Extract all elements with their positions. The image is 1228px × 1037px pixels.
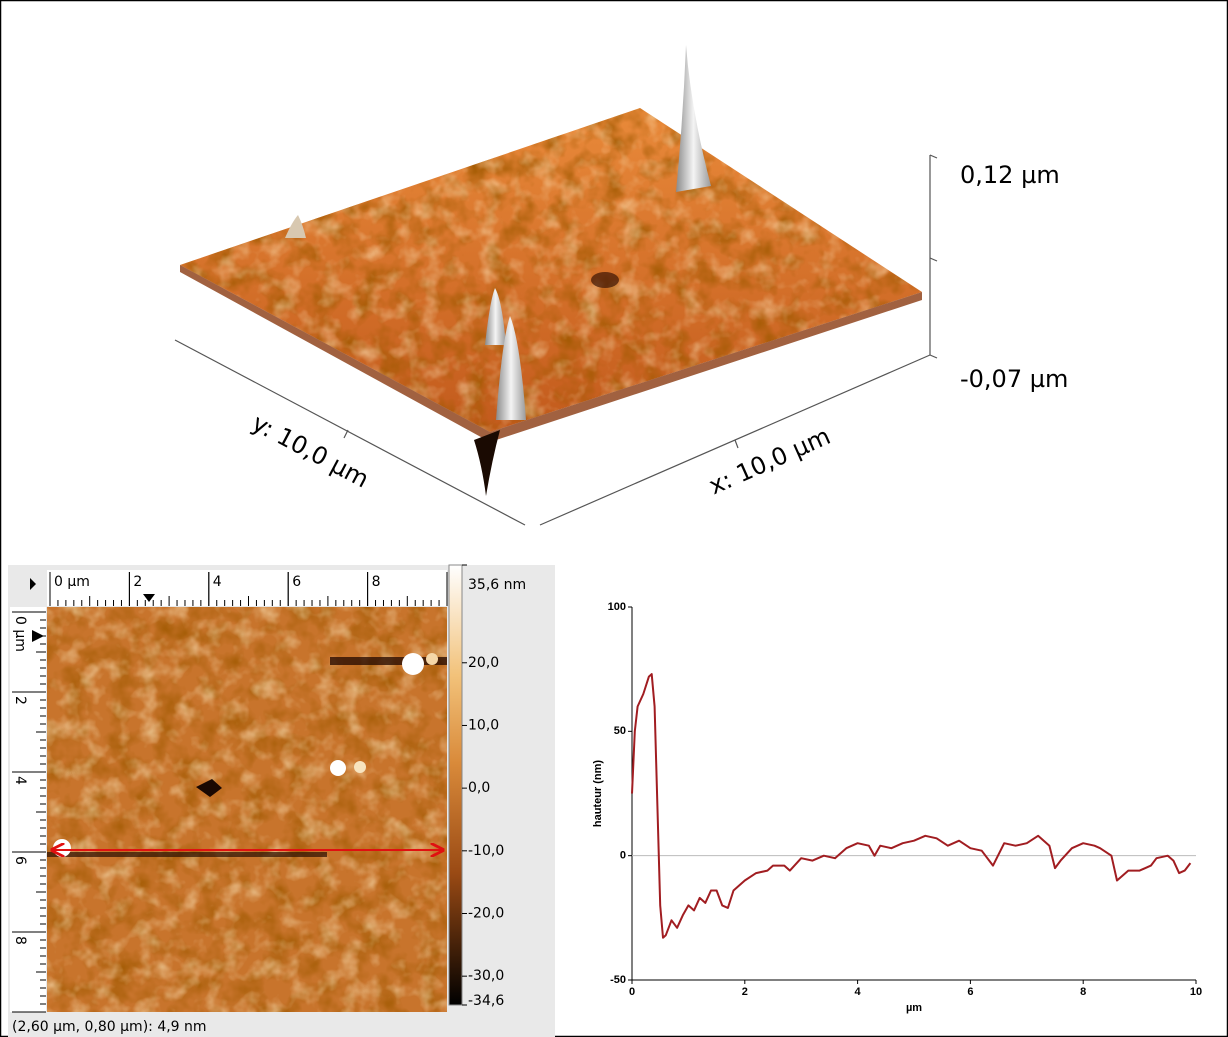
y-ruler-label: 4	[12, 776, 28, 785]
particle	[354, 761, 366, 773]
ruler-arrow	[30, 578, 36, 590]
pit	[474, 430, 500, 496]
x-tick-label: 6	[967, 986, 973, 998]
profile-curve	[631, 673, 1192, 939]
afm-panel: (2,60 µm, 0,80 µm): 4,9 nm 0 µm 2 4 6 8 0 µm 2…	[8, 564, 555, 1037]
status-text: (2,60 µm, 0,80 µm): 4,9 nm	[12, 1019, 207, 1035]
image-texture	[47, 607, 447, 1012]
y-ruler-label: 8	[12, 936, 28, 945]
y-ruler-label: 0 µm	[12, 616, 28, 652]
streak	[47, 852, 327, 857]
colorbar-label: -30,0	[468, 968, 504, 984]
x-ruler-label: 8	[372, 574, 381, 590]
y-tick-label: -50	[610, 974, 626, 986]
particle	[402, 653, 424, 675]
z-min-label: -0,07 µm	[960, 365, 1068, 393]
surface-texture	[180, 108, 922, 432]
colorbar-label: -10,0	[468, 843, 504, 859]
particle	[426, 653, 438, 665]
x-ruler-label: 0 µm	[54, 574, 90, 590]
x-tick-label: 4	[855, 986, 862, 998]
x-tick-label: 10	[1190, 986, 1202, 998]
x-tick-label: 0	[629, 986, 635, 998]
particle	[330, 760, 346, 776]
x-ruler-label: 6	[292, 574, 301, 590]
pit	[196, 779, 222, 797]
x-tick-label: 2	[742, 986, 748, 998]
y-ruler-label: 2	[12, 696, 28, 705]
particle	[53, 839, 71, 857]
x-ruler	[47, 570, 447, 606]
colorbar-label: 10,0	[468, 717, 499, 733]
z-max-label: 0,12 µm	[960, 161, 1060, 189]
colorbar-label: 20,0	[468, 655, 499, 671]
x-axis-label: µm	[906, 1002, 922, 1014]
colorbar-label: -20,0	[468, 905, 504, 921]
cursor-marker	[143, 594, 155, 602]
peak	[676, 45, 711, 192]
peak	[285, 215, 306, 238]
y-axis-label: hauteur (nm)	[592, 760, 604, 828]
colorbar-label: -34,6	[468, 993, 504, 1009]
x-tick-label: 8	[1080, 986, 1086, 998]
axes-3d	[174, 154, 938, 526]
colorbar-label: 35,6 nm	[468, 577, 526, 593]
peak	[496, 316, 526, 420]
y-axis-label: y: 10,0 µm	[247, 409, 373, 494]
y-tick-label: 50	[614, 725, 626, 737]
surface-3d: 0,12 µm -0,07 µm y: 10,0 µm x: 10,0 µm	[174, 45, 1068, 526]
cursor-marker	[32, 630, 44, 642]
y-ruler	[10, 607, 46, 1012]
colorbar-label: 0,0	[468, 780, 490, 796]
y-tick-label: 100	[608, 601, 626, 613]
streak	[330, 657, 447, 665]
x-axis-label: x: 10,0 µm	[705, 422, 835, 500]
y-ruler-label: 6	[12, 856, 28, 865]
colorbar	[448, 564, 463, 1006]
y-tick-label: 0	[620, 850, 626, 862]
x-ruler-label: 2	[133, 574, 142, 590]
peak	[485, 288, 506, 345]
pit	[591, 272, 619, 288]
x-ruler-label: 4	[213, 574, 222, 590]
